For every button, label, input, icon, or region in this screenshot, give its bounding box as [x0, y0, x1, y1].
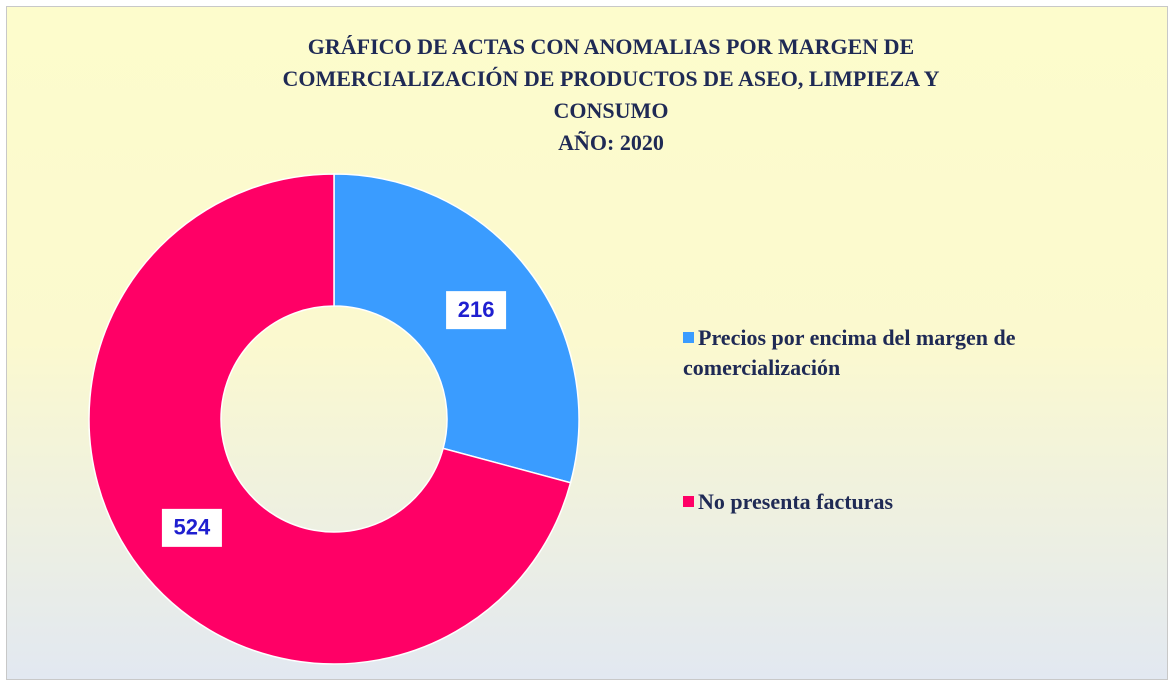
legend-item: No presenta facturas [683, 487, 1123, 517]
data-label: 216 [458, 297, 495, 322]
legend-swatch [683, 332, 694, 343]
chart: GRÁFICO DE ACTAS CON ANOMALIAS POR MARGE… [88, 34, 940, 665]
chart-frame: GRÁFICO DE ACTAS CON ANOMALIAS POR MARGE… [6, 6, 1168, 680]
data-label: 524 [174, 515, 211, 540]
data-label-box [446, 291, 507, 330]
legend-swatch [683, 496, 694, 507]
chart-title: COMERCIALIZACIÓN DE PRODUCTOS DE ASEO, L… [282, 66, 939, 91]
legend-label: No presenta facturas [698, 489, 894, 514]
legend-label: Precios por encima del margen de comerci… [683, 325, 1016, 380]
legend-item: Precios por encima del margen de comerci… [683, 323, 1123, 383]
chart-subtitle: AÑO: 2020 [558, 130, 664, 155]
data-label-box [161, 508, 222, 547]
chart-title: CONSUMO [554, 98, 669, 123]
chart-title: GRÁFICO DE ACTAS CON ANOMALIAS POR MARGE… [308, 34, 914, 59]
